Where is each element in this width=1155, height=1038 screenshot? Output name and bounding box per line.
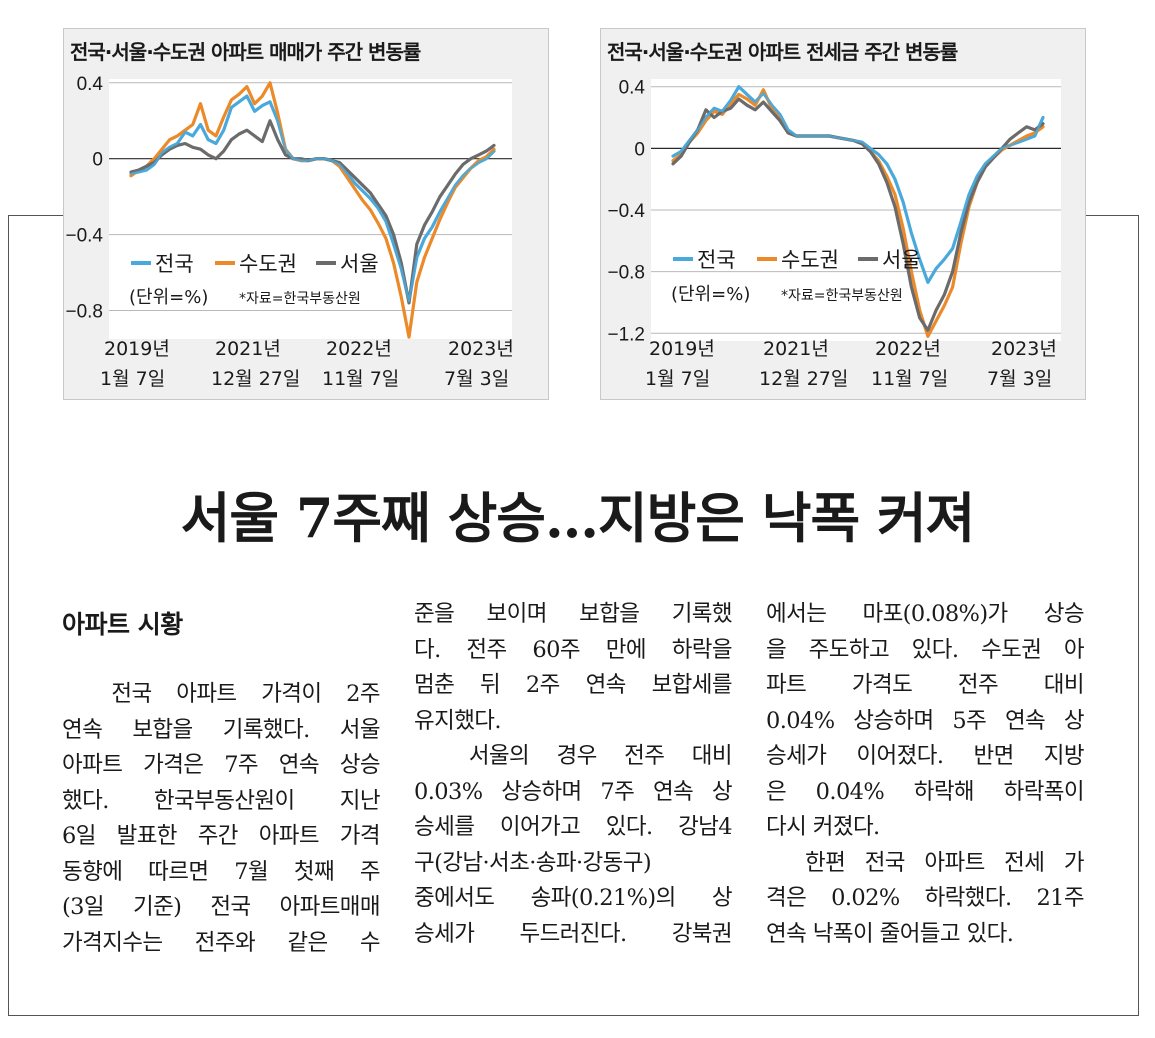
x-tick-label-year: 2019년: [649, 338, 715, 360]
legend-label: 서울: [882, 248, 921, 272]
x-tick-label-year: 2021년: [763, 338, 829, 360]
x-tick-label-date: 1월 7일: [100, 368, 165, 390]
x-tick-label-year: 2022년: [326, 338, 392, 360]
article-line: 전국 아파트 가격이 2주: [62, 681, 380, 707]
x-tick-label-year: 2019년: [104, 338, 170, 360]
legend-label: 서울: [340, 252, 379, 276]
y-tick-label: 0: [92, 150, 103, 171]
source-label: *자료=한국부동산원: [781, 288, 903, 304]
y-tick-label: 0.4: [77, 74, 104, 95]
frame-top-right-edge: [1086, 215, 1139, 216]
article-line: 연속 낙폭이 줄어들고 있다.: [766, 920, 1014, 947]
article-line: 동향에 따르면 7월 첫째 주: [62, 858, 381, 885]
legend-label: 전국: [155, 252, 194, 276]
x-tick-label-date: 12월 27일: [211, 368, 300, 390]
article-line: 멈춘 뒤 2주 연속 보합세를: [414, 672, 733, 698]
article-line: 연속 보합을 기록했다. 서울: [62, 716, 381, 743]
jeonse-chart-plot: 0.4 0 −0.4 −0.8 −1.2 전국 수도권 서울 (단위=%) *자료=한국부동산원 2…: [607, 78, 1061, 390]
series-line-overlay: [130, 94, 495, 303]
article-line: 격은 0.02% 하락했다. 21주: [766, 885, 1085, 911]
y-tick-label: −0.8: [607, 263, 645, 284]
frame-top-left-edge: [8, 215, 64, 216]
article-line: 은 0.04% 하락해 하락폭이: [766, 778, 1085, 805]
x-tick-label-date: 11월 7일: [322, 368, 399, 390]
x-tick-label-date: 11월 7일: [871, 368, 948, 390]
article-line: 구(강남·서초·송파·강동구): [414, 849, 652, 876]
x-tick-label-date: 1월 7일: [645, 368, 710, 390]
headline: 서울 7주째 상승…지방은 낙폭 커져: [180, 486, 976, 550]
article-line: 승세가 두드러진다. 강북권: [414, 920, 733, 947]
article-line: (3일 기준) 전국 아파트매매: [62, 894, 381, 920]
article-frame: [8, 215, 1139, 1016]
sale-price-chart-plot: 0.4 0 −0.4 −0.8 전국 수도권 서울 (단위=%) *자료=한국부동산원 2019년…: [65, 74, 514, 390]
x-tick-label-date: 12월 27일: [759, 368, 848, 390]
section-label: 아파트 시황: [62, 610, 183, 639]
article-line: 에서는 마포(0.08%)가 상승: [766, 601, 1085, 627]
x-tick-label-year: 2023년: [991, 338, 1057, 360]
y-tick-label: −0.4: [65, 226, 103, 247]
series-line-overlay: [672, 85, 1045, 284]
y-tick-label: 0.4: [619, 78, 646, 99]
source-label: *자료=한국부동산원: [239, 291, 361, 307]
y-tick-label: −1.2: [607, 324, 645, 345]
article-line: 을 주도하고 있다. 수도권 아: [766, 636, 1085, 663]
article-line: 0.03% 상승하며 7주 연속 상: [414, 778, 733, 805]
article-line: 아파트 가격은 7주 연속 상승: [62, 752, 381, 778]
article-line: 준을 보이며 보합을 기록했: [414, 601, 733, 627]
legend-label: 수도권: [781, 248, 839, 272]
article-line: 서울의 경우 전주 대비: [414, 743, 733, 769]
article-line: 6일 발표한 주간 아파트 가격: [62, 823, 381, 849]
y-tick-label: 0: [634, 139, 645, 160]
article-line: 유지했다.: [414, 707, 502, 734]
legend-label: 수도권: [239, 252, 297, 276]
article-line: 가격지수는 전주와 같은 수: [62, 929, 381, 956]
article-line: 한편 전국 아파트 전세 가: [766, 849, 1085, 876]
article-line: 했다. 한국부동산원이 지난: [62, 787, 381, 814]
legend-label: 전국: [697, 248, 736, 272]
article-line: 승세가 이어졌다. 반면 지방: [766, 743, 1085, 769]
article-line: 다. 전주 60주 만에 하락을: [414, 636, 733, 663]
article-line: 승세를 이어가고 있다. 강남4: [414, 814, 733, 840]
chart-title: 전국·서울·수도권 아파트 전세금 주간 변동률: [607, 40, 958, 64]
x-tick-label-year: 2021년: [215, 338, 281, 360]
x-tick-label-year: 2022년: [875, 338, 941, 360]
unit-label: (단위=%): [129, 287, 208, 308]
x-tick-label-date: 7월 3일: [444, 368, 509, 390]
sale-price-chart: 전국·서울·수도권 아파트 매매가 주간 변동률 0.4 0 −0.4 −0.8 전국 수…: [63, 28, 549, 400]
y-tick-label: −0.4: [607, 201, 645, 222]
article-line: 0.04% 상승하며 5주 연속 상: [766, 707, 1085, 734]
y-tick-label: −0.8: [65, 302, 103, 323]
jeonse-chart: 전국·서울·수도권 아파트 전세금 주간 변동률 0.4 0 −0.4 −0.8 −1.…: [600, 28, 1086, 400]
chart-title: 전국·서울·수도권 아파트 매매가 주간 변동률: [70, 40, 421, 64]
article-line: 중에서도 송파(0.21%)의 상: [414, 885, 733, 911]
unit-label: (단위=%): [671, 284, 750, 305]
x-tick-label-date: 7월 3일: [987, 368, 1052, 390]
article-line: 다시 커졌다.: [766, 814, 880, 840]
x-tick-label-year: 2023년: [448, 338, 514, 360]
article-line: 파트 가격도 전주 대비: [766, 672, 1085, 698]
